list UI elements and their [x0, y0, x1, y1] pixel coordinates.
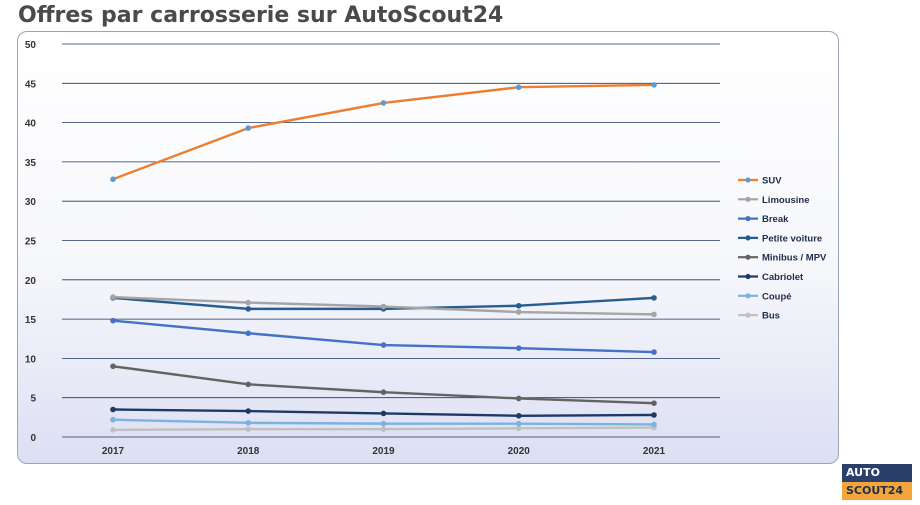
autoscout24-logo: AUTO SCOUT24: [842, 464, 912, 500]
x-tick-label: 2020: [508, 446, 531, 457]
legend-label: Minibus / MPV: [762, 253, 827, 264]
data-point: [110, 363, 116, 370]
data-point: [245, 426, 252, 432]
data-point: [110, 294, 116, 300]
legend-swatch-marker: [745, 196, 751, 202]
y-tick-label: 0: [30, 433, 36, 444]
data-point: [515, 395, 522, 402]
data-point: [651, 295, 657, 301]
y-tick-label: 30: [25, 197, 37, 208]
data-point: [245, 381, 252, 388]
y-tick-label: 5: [30, 394, 36, 405]
data-point: [245, 299, 252, 306]
x-tick-label: 2017: [102, 446, 125, 457]
data-point: [380, 420, 387, 427]
x-tick-label: 2018: [237, 446, 260, 457]
y-tick-label: 35: [25, 158, 37, 169]
legend-swatch-marker: [745, 235, 751, 241]
y-tick-label: 20: [25, 276, 37, 287]
data-point: [380, 410, 387, 417]
chart-panel: 0 5 10 15 20 25 30 35 40 45 50 2017 2018 2019 2020 2021…: [17, 31, 839, 464]
legend-swatch-marker: [745, 254, 751, 260]
logo-top-text: AUTO: [842, 464, 912, 482]
data-point: [651, 421, 657, 428]
legend-swatch-marker: [745, 177, 751, 183]
data-point: [110, 416, 116, 423]
legend-swatch-marker: [745, 216, 751, 222]
line-chart: 0 5 10 15 20 25 30 35 40 45 50 2017 2018 2019 2020 2021…: [25, 40, 827, 457]
x-tick-label: 2019: [372, 446, 395, 457]
data-point: [515, 84, 522, 91]
data-point: [380, 426, 387, 432]
legend-label: Cabriolet: [762, 272, 804, 283]
x-tick-label: 2021: [643, 446, 666, 457]
data-point: [515, 302, 522, 309]
data-point: [651, 349, 657, 355]
y-tick-label: 10: [25, 354, 37, 365]
legend-label: SUV: [762, 176, 782, 187]
data-point: [515, 309, 522, 315]
data-point: [651, 82, 657, 88]
data-point: [110, 317, 116, 324]
data-point: [245, 306, 252, 312]
data-point: [515, 420, 522, 427]
data-point: [110, 176, 116, 182]
y-tick-label: 45: [25, 79, 37, 90]
data-point: [380, 389, 387, 395]
y-tick-label: 25: [25, 237, 37, 248]
data-point: [515, 345, 522, 351]
legend-label: Petite voiture: [762, 233, 822, 244]
data-point: [515, 412, 522, 419]
data-point: [651, 311, 657, 318]
legend-swatch-marker: [745, 312, 751, 318]
data-point: [110, 427, 116, 433]
logo-bottom-text: SCOUT24: [842, 482, 912, 500]
legend-label: Bus: [762, 311, 780, 322]
legend-label: Coupé: [762, 291, 792, 302]
legend-swatch-marker: [745, 273, 751, 280]
data-point: [245, 330, 252, 337]
data-point: [110, 406, 116, 413]
y-tick-label: 15: [25, 315, 37, 326]
data-point: [245, 408, 252, 414]
y-tick-label: 50: [25, 40, 37, 51]
data-point: [651, 400, 657, 407]
data-point: [515, 425, 522, 432]
legend-label: Limousine: [762, 195, 810, 206]
legend-label: Break: [762, 214, 789, 225]
chart-title: Offres par carrosserie sur AutoScout24: [18, 3, 504, 28]
y-tick-label: 40: [25, 119, 37, 130]
data-point: [245, 125, 252, 131]
legend-swatch-marker: [745, 293, 751, 299]
data-point: [380, 342, 387, 348]
data-point: [380, 100, 387, 106]
series-line: [112, 83, 655, 181]
data-point: [380, 303, 387, 310]
data-point: [245, 420, 252, 426]
data-point: [651, 412, 657, 418]
